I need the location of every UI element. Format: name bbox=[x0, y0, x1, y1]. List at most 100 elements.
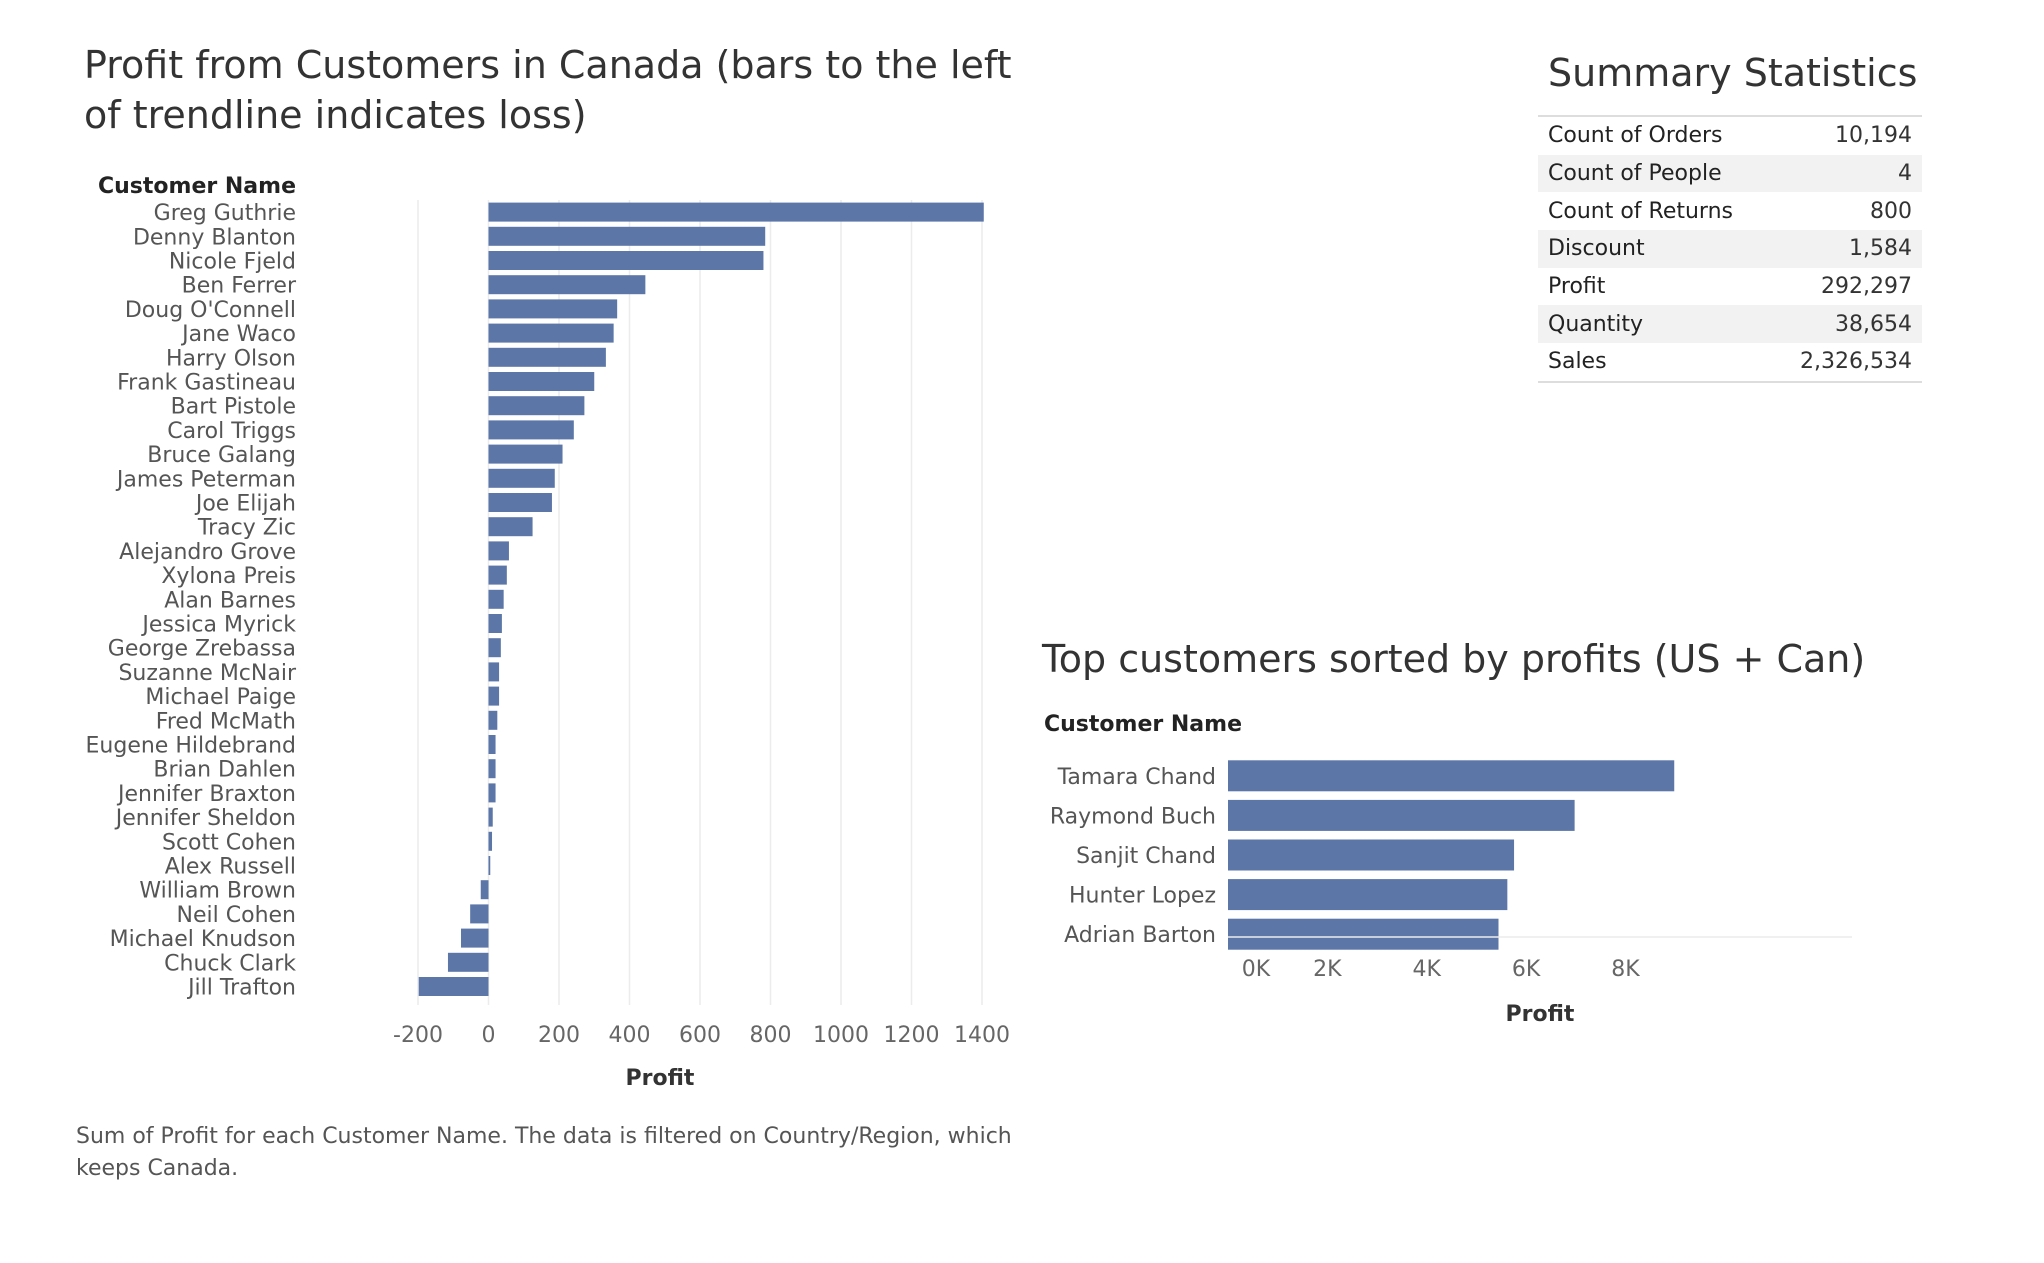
canada-profit-bar bbox=[470, 904, 489, 924]
summary-table: Count of Orders 10,194 Count of People 4 Cou… bbox=[1538, 117, 1922, 381]
canada-x-tick: 600 bbox=[679, 1023, 721, 1048]
canada-customer-label: Alan Barnes bbox=[164, 588, 296, 613]
canada-customer-label: Michael Paige bbox=[145, 685, 296, 710]
canada-customer-label: Denny Blanton bbox=[133, 225, 296, 250]
canada-customer-label: Frank Gastineau bbox=[117, 371, 296, 396]
canada-x-tick: 800 bbox=[750, 1023, 792, 1048]
canada-profit-bar bbox=[488, 735, 496, 754]
canada-profit-bar bbox=[488, 831, 493, 851]
canada-customer-label: Brian Dahlen bbox=[153, 758, 296, 783]
canada-profit-bar bbox=[488, 202, 984, 222]
canada-customer-label: Carol Triggs bbox=[167, 419, 296, 444]
canada-profit-bar bbox=[447, 952, 489, 972]
summary-row: Sales 2,326,534 bbox=[1538, 343, 1922, 381]
summary-value: 1,584 bbox=[1771, 230, 1922, 268]
canada-profit-bar bbox=[488, 251, 764, 270]
summary-title: Summary Statistics bbox=[1548, 51, 1918, 95]
canada-customer-label: Chuck Clark bbox=[164, 951, 296, 976]
canada-profit-bar bbox=[488, 662, 500, 682]
canada-profit-bar bbox=[488, 275, 646, 295]
canada-x-tick: 200 bbox=[538, 1023, 580, 1048]
top-customer-bar bbox=[1228, 918, 1499, 950]
canada-customer-label: Doug O'Connell bbox=[125, 298, 296, 323]
top-customers-x-tick: 8K bbox=[1611, 957, 1640, 982]
summary-value: 292,297 bbox=[1821, 274, 1912, 300]
canada-customer-label: Jennifer Sheldon bbox=[114, 806, 296, 831]
canada-customer-label: Jane Waco bbox=[180, 322, 296, 347]
summary-row: Profit 292,297 bbox=[1538, 268, 1922, 306]
canada-customer-label: Tracy Zic bbox=[197, 516, 296, 541]
canada-customer-label: Alejandro Grove bbox=[119, 540, 296, 565]
canada-profit-bar bbox=[488, 323, 614, 343]
summary-value: 38,654 bbox=[1771, 305, 1922, 344]
canada-customer-label: Xylona Preis bbox=[161, 564, 296, 589]
summary-label: Count of Returns bbox=[1548, 198, 1733, 224]
canada-customer-label: Scott Cohen bbox=[162, 830, 296, 855]
canada-x-tick: 400 bbox=[609, 1023, 651, 1048]
canada-profit-bar bbox=[488, 299, 618, 319]
canada-profit-bar bbox=[488, 517, 533, 537]
canada-chart-title: Profit from Customers in Canada (bars to… bbox=[84, 43, 1012, 137]
canada-customer-label: George Zrebassa bbox=[108, 637, 296, 662]
canada-x-tick: 1200 bbox=[884, 1023, 940, 1048]
canada-profit-bar bbox=[488, 614, 502, 633]
summary-label: Count of People bbox=[1538, 154, 1772, 193]
canada-profit-bar bbox=[488, 686, 500, 706]
canada-profit-bar bbox=[488, 856, 491, 875]
top-customer-label: Adrian Barton bbox=[1064, 923, 1216, 948]
canada-profit-bar bbox=[488, 807, 493, 827]
summary-row: Discount 1,584 bbox=[1538, 230, 1922, 268]
top-customer-bar bbox=[1228, 799, 1575, 831]
canada-profit-bar bbox=[488, 710, 498, 730]
summary-value: 10,194 bbox=[1835, 123, 1912, 149]
canada-customer-label: Eugene Hildebrand bbox=[86, 734, 296, 759]
canada-profit-bar bbox=[488, 347, 606, 367]
canada-customer-label: Michael Knudson bbox=[110, 927, 296, 952]
canada-customer-label: Bruce Galang bbox=[147, 443, 296, 468]
top-customer-label: Tamara Chand bbox=[1057, 765, 1216, 790]
canada-customer-label: Ben Ferrer bbox=[182, 274, 297, 299]
canada-customer-label: Bart Pistole bbox=[171, 395, 296, 420]
canada-customer-label: Nicole Fjeld bbox=[169, 250, 296, 275]
canada-profit-bar bbox=[488, 468, 555, 488]
canada-customer-label: Jennifer Braxton bbox=[116, 782, 296, 807]
summary-label: Discount bbox=[1538, 230, 1772, 268]
top-customers-x-tick: 6K bbox=[1512, 957, 1541, 982]
canada-profit-bar bbox=[488, 638, 501, 658]
summary-value: 2,326,534 bbox=[1800, 349, 1912, 375]
canada-x-axis-label: Profit bbox=[626, 1066, 695, 1091]
summary-row: Count of Orders 10,194 bbox=[1538, 117, 1922, 155]
canada-profit-bar bbox=[488, 589, 504, 609]
summary-row: Count of Returns 800 bbox=[1538, 192, 1922, 230]
canada-profit-bar bbox=[488, 493, 552, 512]
canada-profit-bar bbox=[461, 928, 489, 948]
summary-row: Count of People 4 bbox=[1538, 154, 1922, 193]
canada-profit-bar bbox=[488, 372, 595, 391]
summary-row: Quantity 38,654 bbox=[1538, 305, 1922, 344]
canada-x-tick: 0 bbox=[482, 1023, 496, 1048]
canada-customer-label: Alex Russell bbox=[165, 855, 296, 880]
summary-value: 800 bbox=[1870, 198, 1912, 224]
canada-profit-bar bbox=[488, 396, 585, 416]
canada-customer-label: James Peterman bbox=[115, 467, 296, 492]
canada-x-tick: 1000 bbox=[813, 1023, 869, 1048]
canada-profit-bar bbox=[488, 420, 574, 440]
canada-customer-label: Joe Elijah bbox=[194, 492, 296, 517]
canada-customer-label: William Brown bbox=[139, 879, 296, 904]
canada-profit-bar bbox=[488, 565, 507, 585]
canada-customer-label: Jill Trafton bbox=[186, 976, 296, 1001]
top-customers-y-axis-label: Customer Name bbox=[1044, 712, 1242, 737]
summary-label: Count of Orders bbox=[1548, 123, 1723, 149]
top-customers-x-tick: 0K bbox=[1242, 957, 1271, 982]
canada-y-axis-label: Customer Name bbox=[98, 174, 296, 199]
canada-customer-label: Harry Olson bbox=[166, 346, 296, 371]
top-customers-x-axis-label: Profit bbox=[1506, 1002, 1575, 1027]
canada-profit-bar bbox=[418, 977, 489, 996]
canada-profit-bar bbox=[488, 759, 496, 779]
canada-x-tick: 1400 bbox=[954, 1023, 1010, 1048]
summary-label: Profit bbox=[1548, 274, 1606, 300]
canada-profit-bar bbox=[488, 541, 509, 561]
summary-label: Quantity bbox=[1538, 305, 1772, 344]
canada-profit-bar bbox=[488, 783, 496, 803]
